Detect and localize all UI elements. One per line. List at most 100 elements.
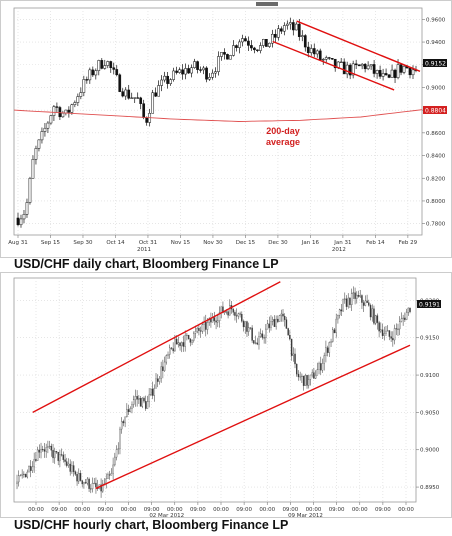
daily-x-tick-label: Sep 15 — [41, 240, 61, 246]
hourly-candle-body — [21, 473, 23, 476]
hourly-candle-body — [206, 322, 209, 330]
hourly-candle-body — [268, 323, 271, 328]
hourly-candle-body — [393, 328, 396, 341]
daily-year-label: 2012 — [332, 247, 346, 253]
daily-x-tick-label: Dec 30 — [268, 240, 288, 246]
daily-candle-body — [223, 52, 226, 55]
hourly-candle-body — [304, 375, 307, 386]
hourly-candle-body — [409, 307, 411, 313]
hourly-candle-body — [47, 446, 49, 448]
hourly-candle-body — [17, 475, 20, 483]
hourly-candle-body — [344, 298, 346, 300]
hourly-candle-body — [361, 295, 363, 303]
daily-candle-body — [97, 60, 101, 71]
daily-candle-body — [235, 45, 238, 48]
hourly-candle-body — [167, 354, 169, 356]
hourly-candle-body — [237, 313, 240, 317]
daily-candle-body — [241, 38, 244, 43]
hourly-candle-body — [239, 313, 241, 315]
daily-candle-body — [294, 23, 298, 31]
hourly-candle-body — [139, 398, 142, 407]
hourly-candle-body — [380, 329, 382, 332]
hourly-x-tick-label: 09:00 — [190, 507, 206, 513]
hourly-candle-body — [143, 397, 145, 402]
hourly-candle-body — [350, 293, 353, 306]
daily-candle-body — [285, 23, 289, 26]
daily-candle-body — [157, 85, 160, 97]
hourly-candle-body — [120, 421, 123, 430]
hourly-candle-body — [67, 463, 70, 466]
hourly-candle-body — [271, 319, 274, 322]
hourly-candle-body — [326, 347, 329, 353]
hourly-candle-body — [340, 309, 343, 312]
hourly-candle-body — [95, 482, 97, 488]
daily-y-tick-label: 0.8600 — [426, 131, 446, 137]
hourly-candle-body — [40, 449, 42, 453]
daily-candle-body — [381, 73, 385, 77]
daily-candle-body — [103, 65, 107, 69]
hourly-candle-body — [373, 308, 375, 324]
daily-candle-body — [282, 25, 286, 32]
daily-candle-body — [187, 68, 190, 74]
daily-candle-body — [312, 48, 316, 55]
hourly-candle-body — [256, 342, 258, 345]
hourly-candle-body — [388, 330, 391, 337]
hourly-candle-body — [100, 484, 102, 492]
hourly-candle-body — [270, 321, 272, 328]
hourly-x-tick-label: 00:00 — [352, 507, 368, 513]
hourly-candle-body — [290, 338, 293, 356]
hourly-candle-body — [366, 300, 368, 303]
hourly-candle-body — [146, 401, 149, 409]
hourly-candle-body — [57, 451, 59, 461]
daily-candle-body — [88, 69, 92, 81]
hourly-candle-body — [138, 398, 140, 400]
daily-candle-body — [309, 48, 313, 53]
hourly-candle-body — [278, 315, 281, 322]
hourly-candle-body — [347, 297, 349, 307]
hourly-candle-body — [156, 378, 159, 382]
hourly-candle-body — [150, 388, 152, 396]
hourly-candle-body — [301, 375, 303, 377]
hourly-candle-body — [311, 372, 313, 376]
hourly-candle-body — [201, 324, 204, 332]
daily-candle-body — [345, 64, 349, 75]
daily-x-tick-label: Dec 15 — [236, 240, 256, 246]
hourly-candle-body — [323, 355, 325, 364]
hourly-candle-body — [244, 321, 246, 328]
daily-candle-body — [118, 74, 122, 92]
daily-candle-body — [268, 42, 271, 47]
daily-candle-body — [351, 63, 355, 76]
daily-candle-body — [366, 65, 370, 70]
hourly-candle-body — [234, 312, 236, 316]
hourly-candle-body — [325, 347, 327, 356]
hourly-candle-body — [174, 338, 176, 352]
daily-candle-body — [82, 79, 86, 93]
daily-candle-body — [151, 92, 155, 114]
hourly-x-tick-label: 09:00 — [375, 507, 391, 513]
daily-candle-body — [52, 106, 56, 116]
hourly-candle-body — [181, 342, 183, 347]
hourly-candle-body — [186, 334, 188, 336]
daily-candle-body — [79, 92, 83, 97]
hourly-candle-body — [280, 313, 283, 316]
hourly-candle-body — [33, 459, 35, 468]
hourly-candle-body — [42, 449, 44, 451]
hourly-x-tick-label: 09:00 — [282, 507, 298, 513]
hourly-candle-body — [205, 321, 207, 330]
hourly-candle-body — [170, 347, 173, 349]
daily-candle-body — [339, 61, 343, 64]
hourly-candle-body — [235, 315, 238, 317]
hourly-candle-body — [78, 473, 80, 482]
daily-y-tick-label: 0.9600 — [426, 17, 446, 23]
daily-candle-body — [16, 217, 20, 226]
hourly-candle-body — [187, 334, 190, 339]
hourly-candle-body — [321, 363, 324, 371]
hourly-x-tick-label: 00:00 — [213, 507, 229, 513]
hourly-candle-body — [265, 328, 267, 338]
daily-candle-body — [61, 112, 65, 118]
daily-channel-lower-line — [272, 40, 395, 91]
hourly-x-tick-label: 00:00 — [306, 507, 322, 513]
hourly-candle-body — [160, 366, 162, 379]
hourly-candle-body — [359, 295, 361, 297]
